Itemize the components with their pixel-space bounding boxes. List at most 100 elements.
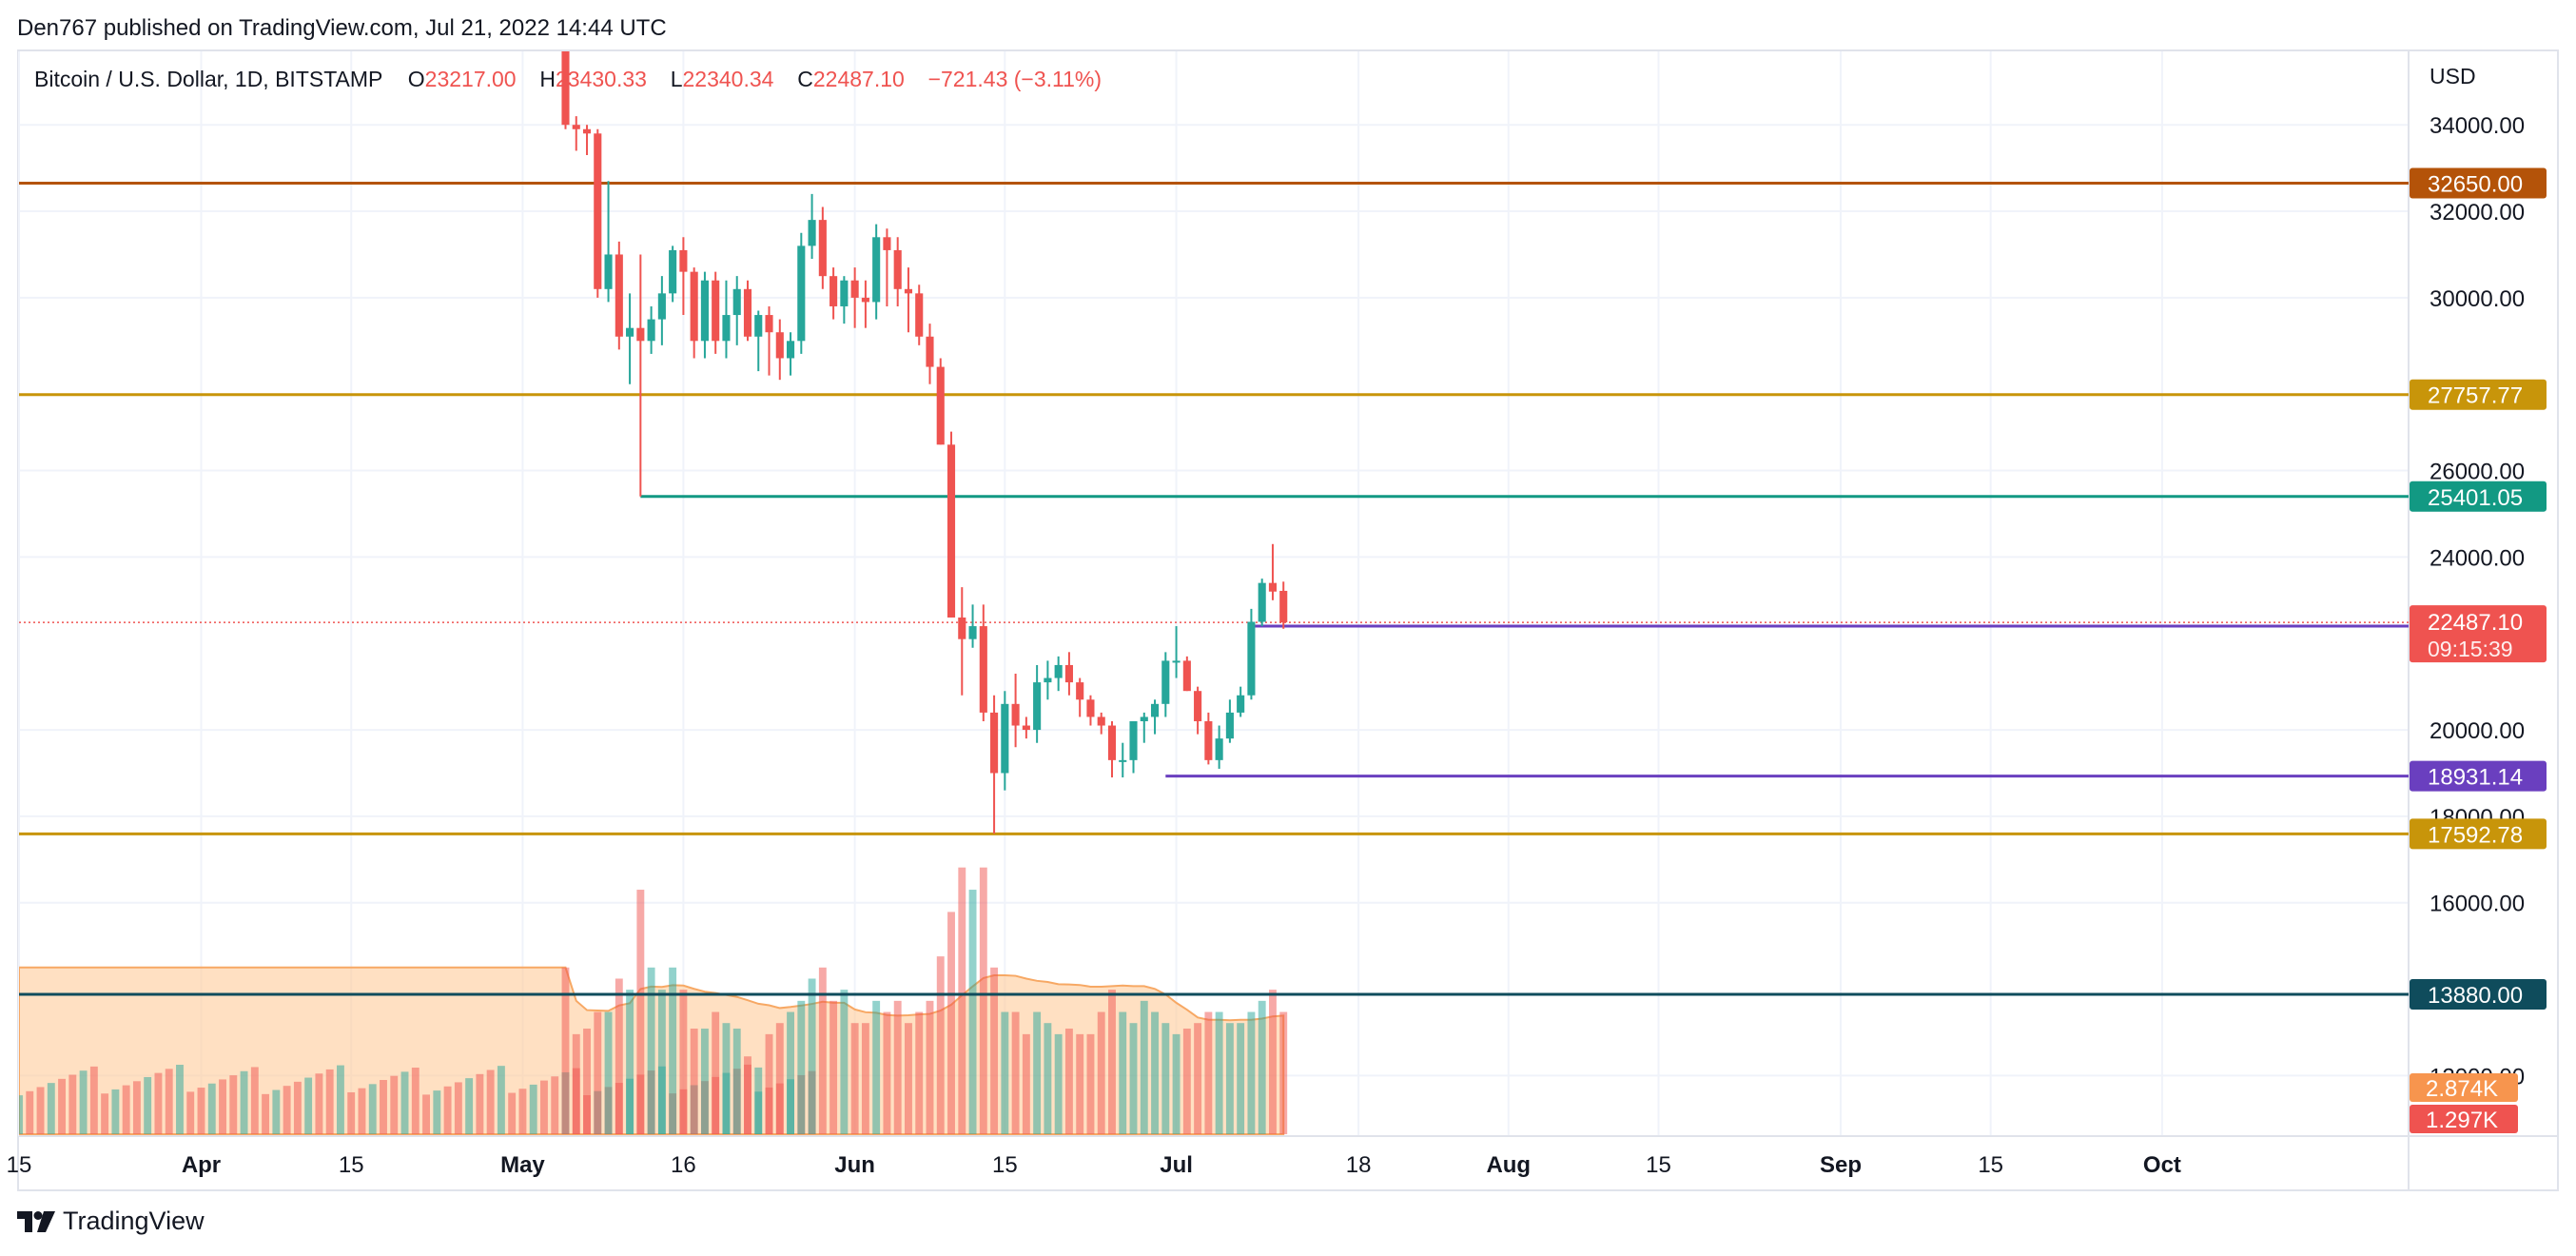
candle-body	[808, 220, 816, 246]
candle-body	[990, 712, 999, 774]
volume-bar	[1258, 1000, 1266, 1134]
volume-bar	[497, 1066, 505, 1134]
time-tick-label: 15	[339, 1152, 364, 1178]
price-chart[interactable]: USD12000.0016000.0018000.0020000.0024000…	[0, 0, 2576, 1199]
price-line-tag: 13880.00	[2428, 983, 2523, 1009]
volume-bar	[380, 1080, 387, 1134]
legend-symbol: Bitcoin / U.S. Dollar, 1D, BITSTAMP	[34, 67, 382, 91]
volume-bar	[518, 1089, 527, 1134]
legend-close-label: C	[797, 67, 813, 91]
candle-body	[1225, 712, 1234, 739]
volume-bar	[219, 1079, 226, 1134]
candle-body	[883, 237, 891, 250]
time-axis: 15 Apr 15 May 16 Jun 15 Jul 18 Aug 15 Sep 15 Oct	[7, 1152, 2181, 1178]
volume-sma-tag: 2.874K	[2426, 1076, 2498, 1102]
volume-bar	[122, 1085, 130, 1134]
time-tick-label: May	[500, 1152, 545, 1178]
candle-body	[1129, 720, 1138, 760]
volume-bar	[1204, 1011, 1213, 1134]
volume-bar	[883, 1011, 891, 1134]
volume-bar	[915, 1011, 924, 1134]
price-line-tag-bg	[2410, 979, 2547, 1011]
last-price-tag: 22487.10	[2428, 610, 2523, 636]
price-tick-label: 34000.00	[2430, 113, 2525, 139]
price-tick-label: 24000.00	[2430, 545, 2525, 571]
candle-body	[1033, 682, 1042, 731]
candle-body	[1237, 695, 1245, 713]
volume-bar	[101, 1093, 109, 1134]
candle-body	[1150, 703, 1160, 717]
candle-body	[946, 444, 956, 618]
volume-bar	[732, 1029, 741, 1134]
volume-bar	[154, 1072, 163, 1134]
time-tick-label: Jun	[834, 1152, 875, 1178]
candle-body	[1215, 738, 1223, 760]
candle-body	[1161, 660, 1170, 704]
candle-body	[926, 336, 934, 367]
price-line-tag-bg	[2410, 167, 2547, 199]
time-tick-label: Apr	[182, 1152, 221, 1178]
candle-body	[1172, 660, 1181, 663]
volume-bar	[315, 1073, 323, 1134]
candle-body	[1247, 621, 1256, 696]
time-tick-label: Jul	[1160, 1152, 1193, 1178]
candle-body	[1086, 699, 1095, 717]
volume-last-tag: 1.297K	[2426, 1108, 2498, 1133]
volume-bar	[679, 990, 688, 1134]
volume-bar	[1225, 1023, 1234, 1134]
volume-bar	[1194, 1023, 1202, 1134]
volume-bar	[411, 1068, 420, 1134]
candle-body	[968, 626, 977, 639]
candle-body	[765, 315, 773, 333]
volume-bar	[700, 1029, 709, 1134]
volume-bar	[58, 1078, 67, 1134]
volume-bar	[615, 978, 623, 1134]
time-tick-label: Oct	[2143, 1152, 2181, 1178]
volume-bar	[1269, 990, 1277, 1134]
legend-change: −721.43 (−3.11%)	[927, 67, 1103, 91]
candle-body	[872, 237, 881, 303]
tradingview-logo-icon	[17, 1210, 55, 1232]
volume-bar	[990, 967, 999, 1134]
volume-bar	[79, 1070, 88, 1134]
volume-bar	[850, 1023, 859, 1134]
volume-bar	[529, 1084, 537, 1134]
candle-body	[722, 315, 731, 342]
candle-body	[840, 280, 849, 306]
candle-body	[786, 341, 795, 359]
horizontal-lines	[19, 182, 2409, 996]
volume-bar	[1022, 1033, 1030, 1134]
volume-bar	[207, 1083, 216, 1134]
volume-bar	[722, 1023, 731, 1134]
price-line-tag-bg	[2410, 818, 2547, 850]
candle-body	[1097, 716, 1105, 726]
volume-bar	[657, 990, 666, 1134]
volume-bar	[508, 1092, 517, 1134]
volume-bar	[262, 1093, 270, 1134]
price-line-tag-bg	[2410, 379, 2547, 410]
price-line-tag: 32650.00	[2428, 172, 2523, 198]
volume-bar	[1076, 1033, 1084, 1134]
volume-sma-tag-bg	[2410, 1073, 2518, 1102]
candle-body	[626, 327, 634, 337]
candle-body	[958, 617, 966, 639]
candle-body	[561, 51, 570, 126]
candle-body	[936, 366, 945, 445]
volume-bar	[1033, 1011, 1042, 1134]
volume-bar	[926, 1000, 934, 1134]
price-tick-label: 32000.00	[2430, 200, 2525, 226]
price-tick-label: 20000.00	[2430, 718, 2525, 744]
volume-bar	[1064, 1029, 1073, 1134]
legend-open-value: 23217.00	[424, 67, 517, 91]
time-tick-label: 15	[1978, 1152, 2003, 1178]
volume-bar	[1215, 1011, 1223, 1134]
volume-bar	[818, 967, 827, 1134]
volume-bar	[433, 1090, 441, 1134]
volume-bar	[636, 890, 645, 1134]
tradingview-logo[interactable]: TradingView	[17, 1207, 205, 1236]
volume-bar	[1054, 1033, 1063, 1134]
volume-bar	[829, 1000, 838, 1134]
price-tick-label: 26000.00	[2430, 460, 2525, 485]
volume-bar	[443, 1086, 452, 1134]
volume-bar	[272, 1089, 281, 1134]
